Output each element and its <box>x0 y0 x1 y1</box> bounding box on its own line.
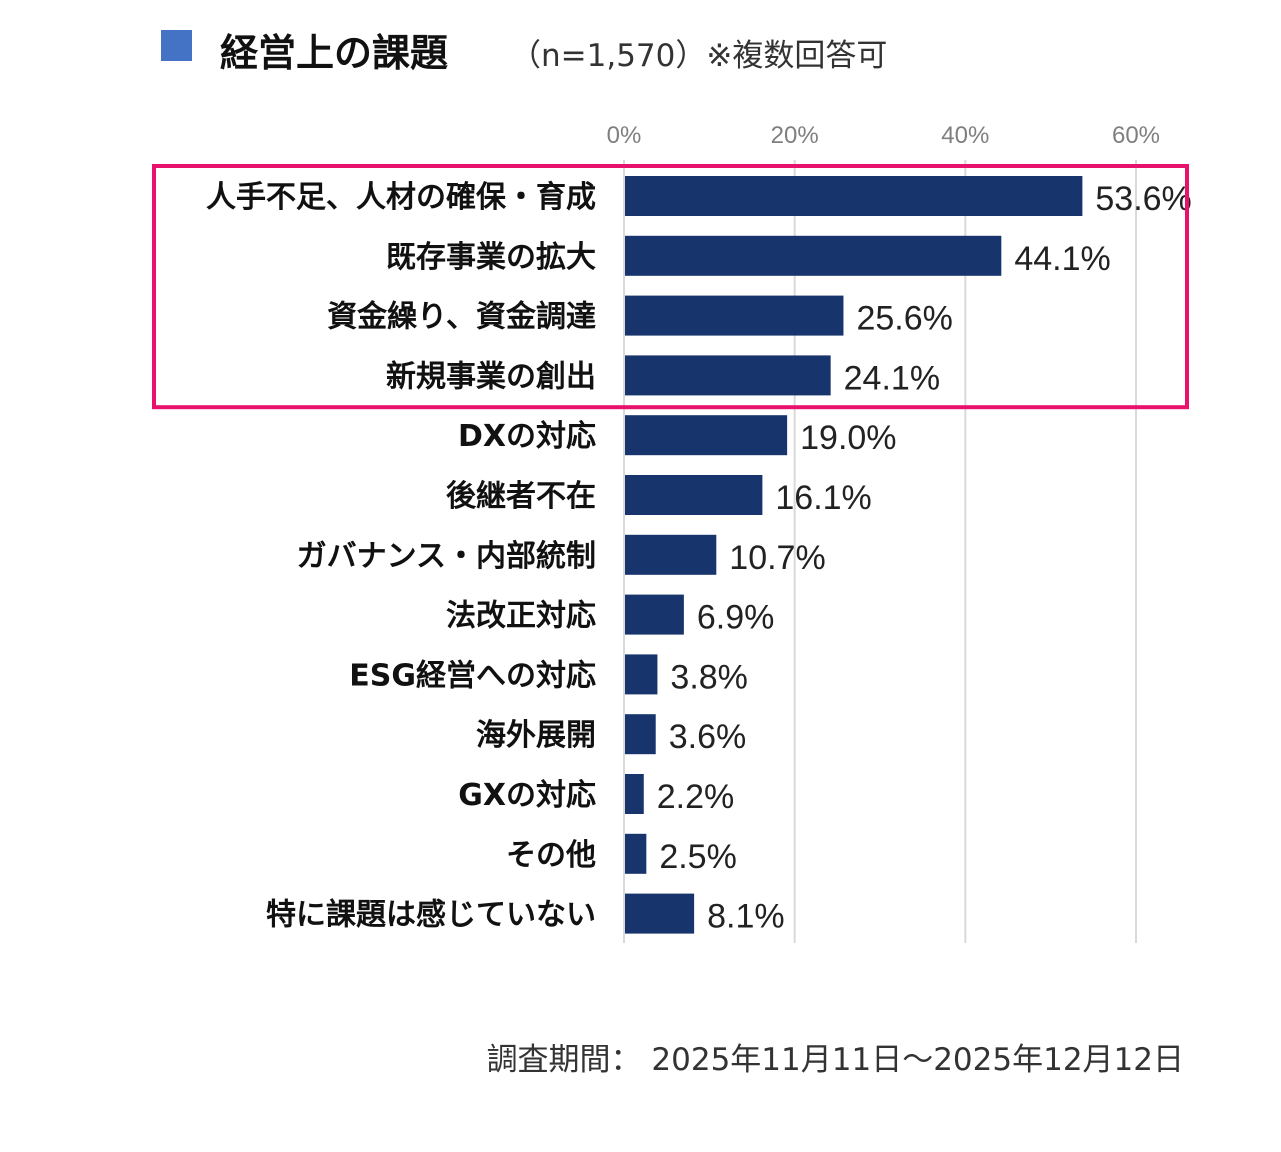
category-label: 法改正対応 <box>446 599 596 634</box>
bar <box>625 176 1083 216</box>
category-label: GXの対応 <box>458 778 596 813</box>
data-label: 6.9% <box>697 599 775 637</box>
bar <box>625 893 695 934</box>
data-label: 2.2% <box>657 778 735 816</box>
category-label: 資金繰り、資金調達 <box>327 300 596 335</box>
category-label: ESG経営への対応 <box>349 658 596 693</box>
title-marker-square <box>161 30 192 61</box>
bar <box>625 654 658 695</box>
data-label: 25.6% <box>856 300 952 338</box>
bar <box>625 774 644 814</box>
bar <box>625 355 831 396</box>
survey-period-note: 調査期間： 2025年11月11日～2025年12月12日 <box>486 1042 1184 1078</box>
data-label: 8.1% <box>707 898 785 936</box>
category-label: 人手不足、人材の確保・育成 <box>206 180 596 215</box>
category-label: その他 <box>506 838 596 873</box>
bar <box>625 235 1002 276</box>
bar <box>625 415 788 456</box>
data-label: 3.8% <box>670 658 748 696</box>
category-label: 既存事業の拡大 <box>386 240 596 275</box>
category-label: 特に課題は感じていない <box>266 898 596 933</box>
category-label: 後継者不在 <box>446 479 596 514</box>
bar <box>625 833 647 874</box>
bar <box>625 534 717 575</box>
bar <box>625 594 684 635</box>
category-label: ガバナンス・内部統制 <box>297 539 596 574</box>
data-label: 44.1% <box>1014 240 1110 278</box>
bar <box>625 295 844 336</box>
category-label: 新規事業の創出 <box>386 359 596 394</box>
highlight-box <box>152 164 1189 410</box>
data-label: 53.6% <box>1095 180 1191 218</box>
x-tick-label: 60% <box>1112 122 1160 149</box>
data-label: 2.5% <box>659 838 737 876</box>
chart-subtitle: （n=1,570）※複数回答可 <box>510 38 888 74</box>
x-tick-label: 40% <box>941 122 989 149</box>
data-label: 16.1% <box>775 479 871 517</box>
x-tick-label: 20% <box>771 122 819 149</box>
x-tick-label: 0% <box>607 122 642 149</box>
data-label: 24.1% <box>844 359 940 397</box>
bar <box>625 714 656 755</box>
data-label: 3.6% <box>669 718 747 756</box>
bar <box>625 475 763 515</box>
chart-title: 経営上の課題 <box>220 31 449 75</box>
data-label: 19.0% <box>800 419 896 457</box>
category-label: DXの対応 <box>458 419 596 454</box>
data-label: 10.7% <box>729 539 825 577</box>
category-label: 海外展開 <box>476 718 596 753</box>
